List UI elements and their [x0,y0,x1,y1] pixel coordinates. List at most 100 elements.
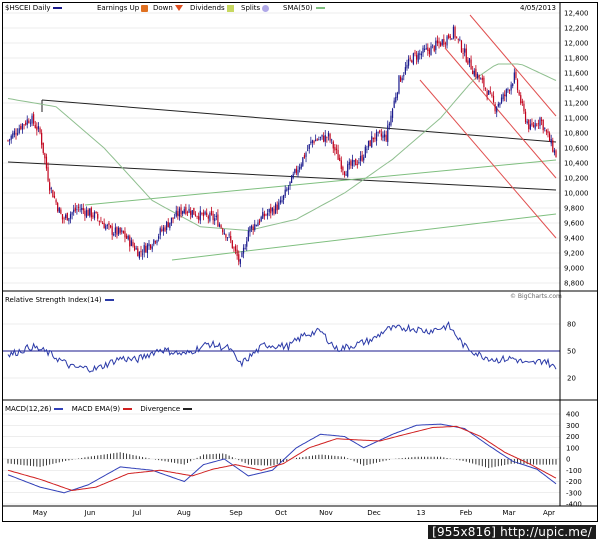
price-tick-label: 10,400 [564,160,589,168]
candle-body [141,253,144,255]
candle-body [172,217,174,220]
candle-body [393,100,395,108]
candle-body [295,168,298,173]
candle-body [387,125,389,142]
earnings-up-icon [141,4,149,12]
candle-body [175,210,177,217]
macd-tick-label: -100 [566,467,582,475]
candle-body [497,103,499,107]
candle-body [433,45,435,51]
candle-body [353,160,355,162]
candle-body [329,134,331,141]
candle-body [515,71,517,78]
candle-body [76,209,78,210]
candle-body [137,248,139,257]
candle-body [47,167,49,181]
candle-body [255,225,257,226]
candle-body [356,164,358,165]
candle-body [300,164,302,169]
candle-body [489,91,491,93]
candle-body [100,221,102,223]
candle-body [90,207,92,218]
candle-body [92,215,94,217]
candle-body [215,215,217,218]
candle-body [291,175,293,183]
candle-body [409,57,411,59]
candle-body [299,167,301,170]
candle-body [122,230,124,234]
candle-body [17,133,19,135]
candle-body [449,36,451,39]
candle-body [265,214,267,216]
candle-body [391,108,394,118]
candle-body [443,39,445,45]
candle-body [182,211,184,214]
symbol-label: $HSCEI Daily [5,4,63,12]
candle-body [266,213,269,216]
candle-body [226,237,229,239]
candle-body [286,189,288,191]
trend-line [7,161,557,191]
trend-line [469,14,557,117]
candle-body [524,111,527,123]
month-label: Jun [84,509,96,517]
candle-body [20,126,22,129]
candle-body [258,220,261,223]
candle-body [452,26,455,39]
macd-tick-label: -300 [566,489,582,497]
candle-body [472,70,474,75]
candle-body [505,89,507,97]
candle-body [117,227,120,235]
candle-body [399,76,402,82]
candle-body [417,53,419,62]
candle-body [462,53,464,54]
candle-body [191,210,193,218]
candle-body [547,131,549,134]
candle-body [135,248,137,250]
candle-body [97,213,99,219]
candle-body [228,234,230,236]
candle-body [343,171,346,176]
candle-body [504,94,506,97]
price-tick-label: 11,200 [564,100,589,108]
candle-body [50,188,52,189]
candle-body [420,53,423,56]
candle-body [513,72,515,83]
candle-body [105,225,107,230]
candle-body [218,224,221,227]
candle-body [206,212,208,216]
candle-body [236,249,238,256]
candle-body [101,223,104,225]
candle-body [109,225,112,228]
candle-body [148,243,150,247]
month-label: May [33,509,47,517]
candle-body [278,202,280,210]
candle-body [427,47,429,51]
candle-body [555,150,557,158]
candle-body [263,213,265,217]
candle-body [223,232,225,235]
candle-body [332,141,334,149]
candle-body [481,77,483,80]
macd-tick-label: 300 [566,422,579,430]
candle-body [52,190,54,198]
candle-body [523,103,525,112]
candle-body [138,251,140,259]
month-label: Dec [367,509,381,517]
candle-body [465,48,467,62]
candle-body [287,187,290,190]
price-tick-label: 10,000 [564,190,589,198]
candle-body [526,121,528,124]
candle-body [488,90,490,95]
trend-line [41,99,557,143]
candle-body [545,129,547,132]
candle-body [212,213,214,221]
candle-body [492,95,495,102]
candle-body [407,58,410,66]
candle-body [359,156,362,161]
month-label: Apr [543,509,555,517]
candle-body [326,136,328,138]
candle-body [470,59,472,70]
candle-body [268,209,270,213]
candle-body [342,166,344,171]
